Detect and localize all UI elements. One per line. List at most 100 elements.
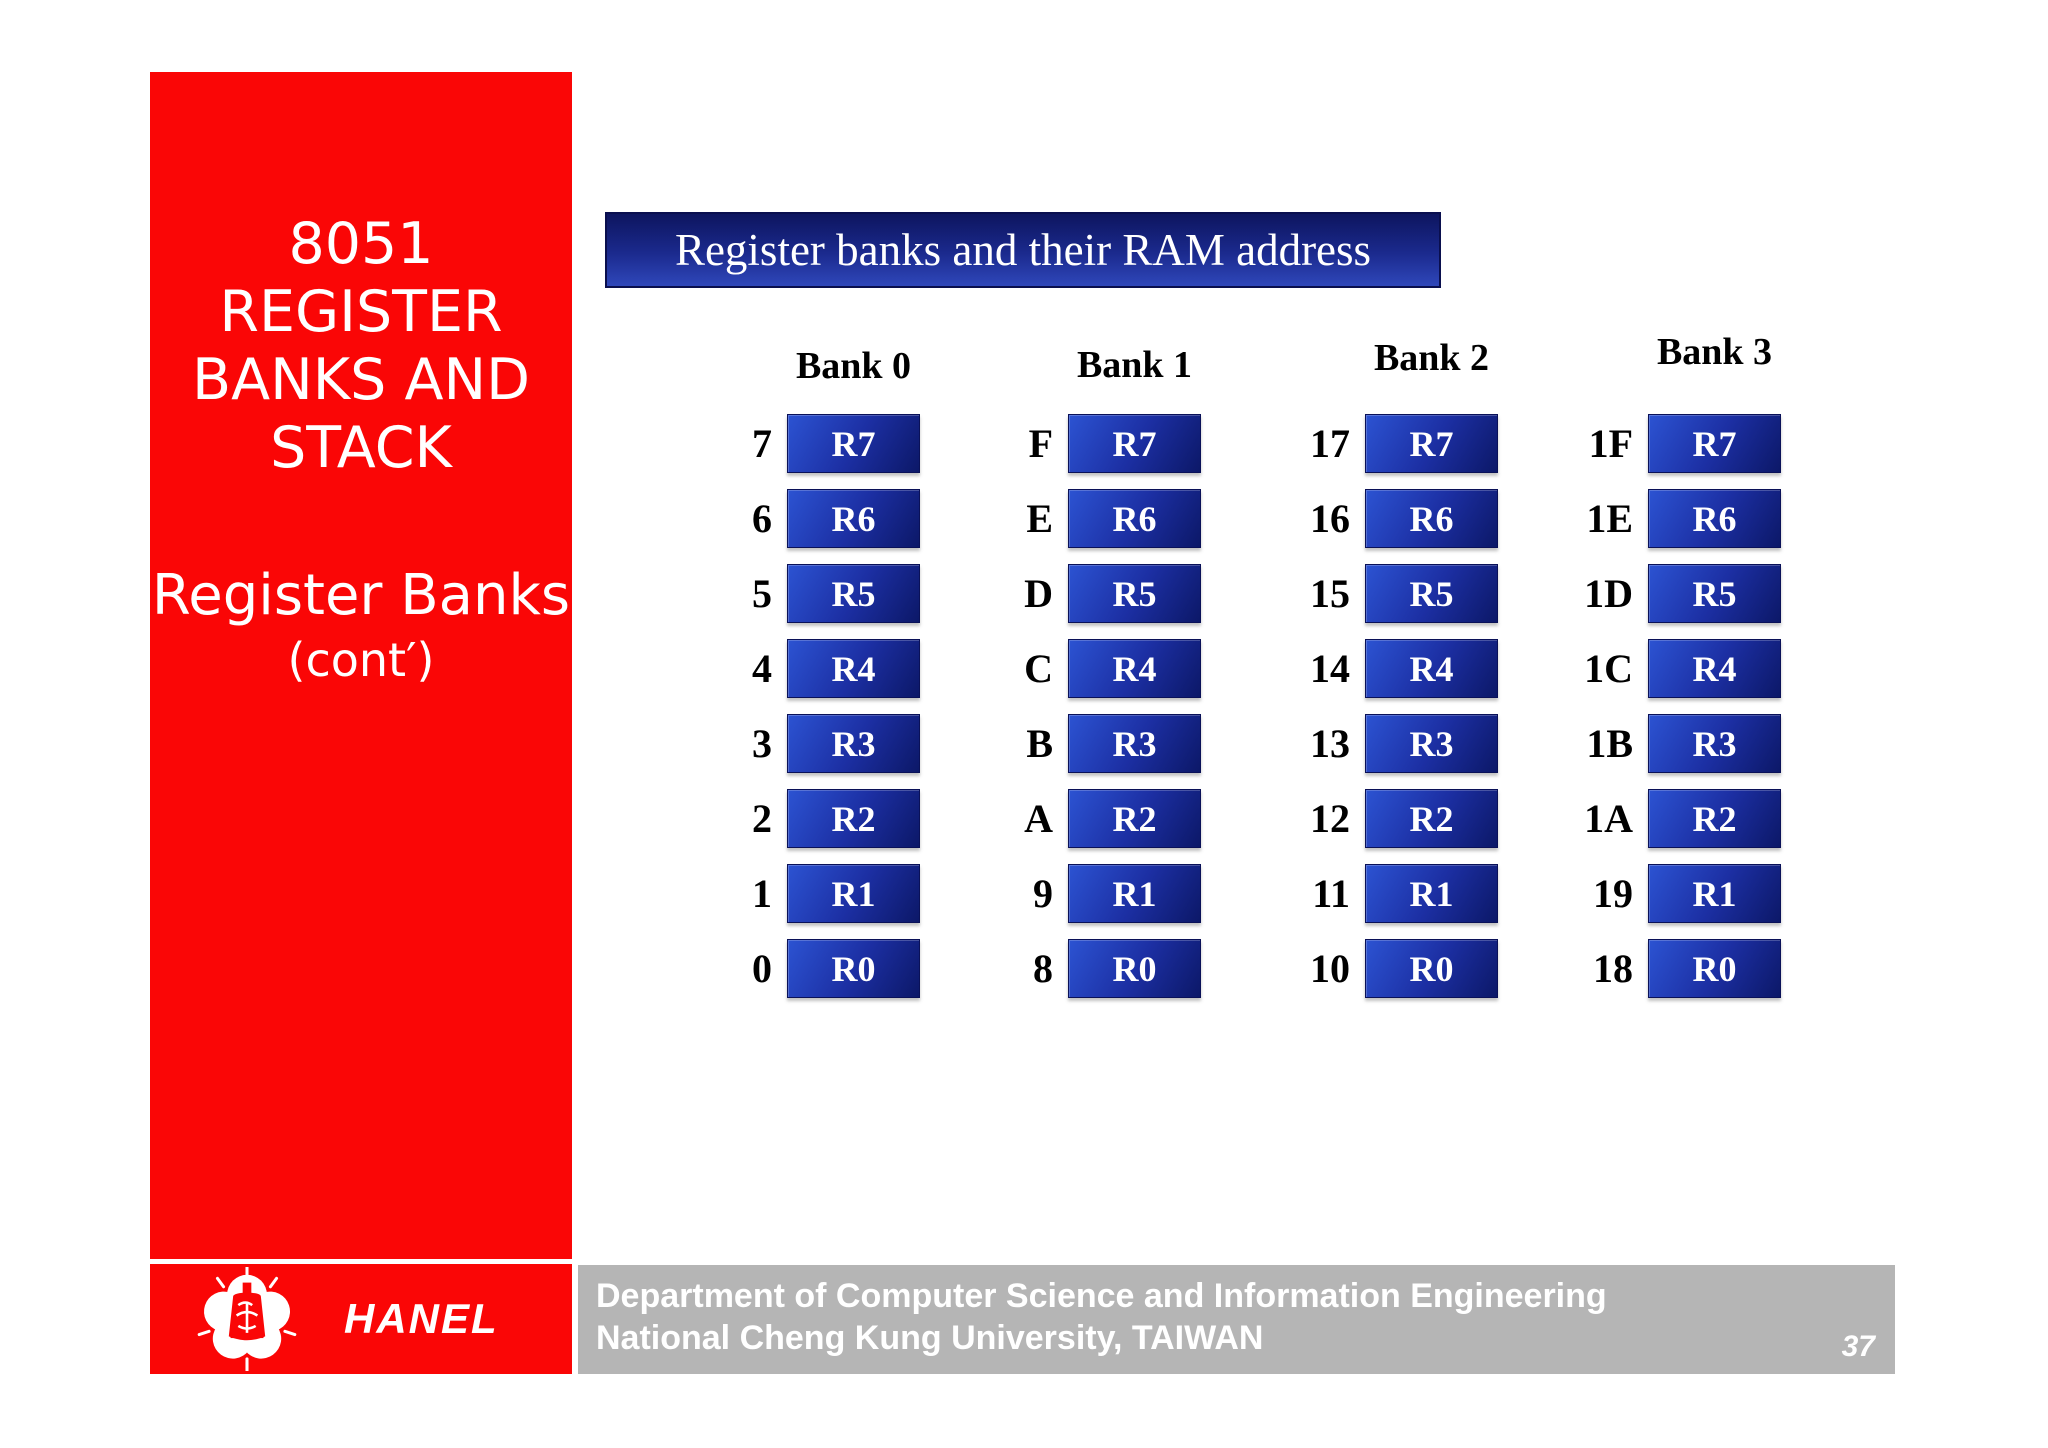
register-label: R6 <box>1692 498 1737 539</box>
ram-address-label: D <box>1024 571 1053 616</box>
register-row: 16 R6 <box>1275 489 1498 548</box>
register-label: R5 <box>1692 573 1737 614</box>
register-row: 11 R1 <box>1275 864 1498 923</box>
register-row: 1B R3 <box>1558 714 1781 773</box>
footer-university-line: National Cheng Kung University, TAIWAN <box>596 1319 1264 1357</box>
register-box: R3 <box>1365 714 1498 773</box>
slide-title: 8051 REGISTER BANKS AND STACK <box>150 72 572 482</box>
register-box: R4 <box>787 639 920 698</box>
register-row: 14 R4 <box>1275 639 1498 698</box>
register-label: R0 <box>1409 948 1454 989</box>
register-box: R0 <box>787 939 920 998</box>
register-label: R5 <box>1112 573 1157 614</box>
register-label: R7 <box>1409 423 1454 464</box>
register-label: R6 <box>831 498 876 539</box>
logo-text: HANEL <box>344 1295 499 1342</box>
register-box: R4 <box>1648 639 1781 698</box>
footer-bar: Department of Computer Science and Infor… <box>578 1265 1895 1374</box>
register-box: R4 <box>1068 639 1201 698</box>
register-box: R3 <box>1068 714 1201 773</box>
page-number: 37 <box>1841 1330 1875 1363</box>
register-row: 1D R5 <box>1558 564 1781 623</box>
register-box: R2 <box>787 789 920 848</box>
bank-rows: 7 R7 6 R6 5 R5 4 R4 3 R3 2 R2 1 R1 0 R0 <box>697 414 920 1014</box>
register-row: 0 R0 <box>697 939 920 998</box>
register-row: B R3 <box>978 714 1201 773</box>
ram-address-label: 18 <box>1593 946 1633 991</box>
register-label: R3 <box>1112 723 1157 764</box>
register-box: R5 <box>1068 564 1201 623</box>
register-label: R7 <box>1112 423 1157 464</box>
register-label: R6 <box>1112 498 1157 539</box>
register-label: R4 <box>1112 648 1157 689</box>
bell-icon <box>228 1282 266 1341</box>
ram-address-label: F <box>1028 421 1053 466</box>
register-row: 13 R3 <box>1275 714 1498 773</box>
register-box: R6 <box>1365 489 1498 548</box>
ram-address-label: 9 <box>1033 871 1053 916</box>
bank-rows: 17 R7 16 R6 15 R5 14 R4 13 R3 12 R2 11 R1 10 R0 <box>1275 414 1498 1014</box>
register-box: R1 <box>1365 864 1498 923</box>
register-row: 1 R1 <box>697 864 920 923</box>
footer-department-line: Department of Computer Science and Infor… <box>596 1277 1607 1315</box>
register-label: R1 <box>1112 873 1157 914</box>
register-label: R2 <box>1692 798 1737 839</box>
register-box: R6 <box>1648 489 1781 548</box>
ram-address-label: 1C <box>1584 646 1633 691</box>
ram-address-label: 11 <box>1312 871 1350 916</box>
register-box: R0 <box>1365 939 1498 998</box>
register-row: D R5 <box>978 564 1201 623</box>
register-row: 5 R5 <box>697 564 920 623</box>
ram-address-label: 1 <box>752 871 772 916</box>
register-box: R7 <box>787 414 920 473</box>
register-row: C R4 <box>978 639 1201 698</box>
register-label: R1 <box>1409 873 1454 914</box>
register-row: 8 R0 <box>978 939 1201 998</box>
register-label: R4 <box>831 648 876 689</box>
register-box: R7 <box>1648 414 1781 473</box>
register-label: R4 <box>1409 648 1454 689</box>
register-label: R3 <box>831 723 876 764</box>
ram-address-label: 3 <box>752 721 772 766</box>
register-box: R6 <box>787 489 920 548</box>
ram-address-label: 17 <box>1310 421 1350 466</box>
register-box: R3 <box>1648 714 1781 773</box>
register-label: R2 <box>1409 798 1454 839</box>
register-box: R7 <box>1365 414 1498 473</box>
register-label: R3 <box>1692 723 1737 764</box>
register-box: R1 <box>787 864 920 923</box>
register-label: R1 <box>1692 873 1737 914</box>
footer-logo-block: HANEL <box>150 1264 572 1374</box>
ram-address-label: 16 <box>1310 496 1350 541</box>
register-box: R0 <box>1068 939 1201 998</box>
register-label: R3 <box>1409 723 1454 764</box>
ram-address-label: 1E <box>1586 496 1633 541</box>
register-label: R2 <box>831 798 876 839</box>
ram-address-label: 14 <box>1310 646 1350 691</box>
register-label: R7 <box>1692 423 1737 464</box>
register-row: A R2 <box>978 789 1201 848</box>
register-row: 3 R3 <box>697 714 920 773</box>
register-banks-diagram: Bank 0 7 R7 6 R6 5 R5 4 R4 3 R3 2 R2 1 R1 0 R0 Bank 1 F R7 E… <box>697 330 1817 1030</box>
register-box: R2 <box>1648 789 1781 848</box>
bank-rows: 1F R7 1E R6 1D R5 1C R4 1B R3 1A R2 19 R1 18 R0 <box>1558 414 1781 1014</box>
bank-rows: F R7 E R6 D R5 C R4 B R3 A R2 9 R1 8 R0 <box>978 414 1201 1014</box>
register-row: 6 R6 <box>697 489 920 548</box>
register-row: 1C R4 <box>1558 639 1781 698</box>
section-heading-text: Register banks and their RAM address <box>674 225 1372 275</box>
register-box: R1 <box>1648 864 1781 923</box>
register-label: R6 <box>1409 498 1454 539</box>
register-box: R0 <box>1648 939 1781 998</box>
sidebar: 8051 REGISTER BANKS AND STACK Register B… <box>150 72 572 1259</box>
register-row: 10 R0 <box>1275 939 1498 998</box>
register-row: F R7 <box>978 414 1201 473</box>
register-label: R5 <box>831 573 876 614</box>
ram-address-label: 1D <box>1584 571 1633 616</box>
ram-address-label: 8 <box>1033 946 1053 991</box>
register-box: R4 <box>1365 639 1498 698</box>
register-box: R2 <box>1365 789 1498 848</box>
bank-header-label: Bank 2 <box>1373 337 1490 379</box>
register-box: R5 <box>787 564 920 623</box>
register-label: R7 <box>831 423 876 464</box>
university-logo-icon <box>197 1267 297 1371</box>
